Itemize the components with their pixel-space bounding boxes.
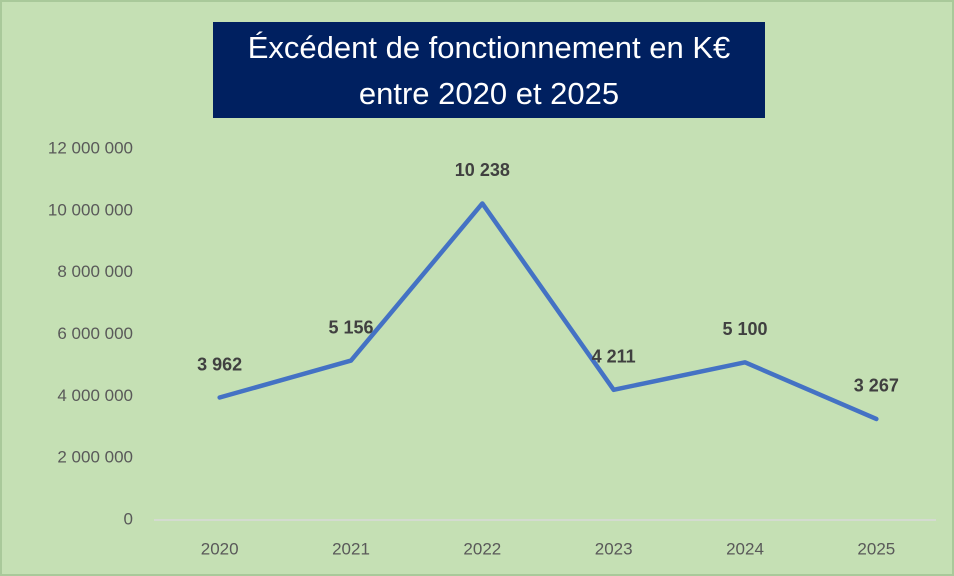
y-tick-label: 4 000 000 <box>57 386 133 405</box>
x-tick-label: 2023 <box>595 539 633 558</box>
x-tick-label: 2021 <box>332 539 370 558</box>
x-tick-label: 2020 <box>201 539 239 558</box>
title-box <box>213 22 765 118</box>
x-tick-label: 2025 <box>857 539 895 558</box>
chart-title: Éxcédent de fonctionnement en K€ <box>248 30 731 65</box>
data-label: 10 238 <box>455 160 510 180</box>
x-tick-label: 2022 <box>463 539 501 558</box>
data-label: 5 156 <box>328 317 373 337</box>
data-label: 5 100 <box>722 319 767 339</box>
y-tick-label: 8 000 000 <box>57 262 133 281</box>
data-line <box>217 201 879 422</box>
y-tick-label: 6 000 000 <box>57 324 133 343</box>
data-label: 3 267 <box>854 376 899 396</box>
data-label: 3 962 <box>197 354 242 374</box>
y-tick-label: 10 000 000 <box>48 200 133 219</box>
y-tick-label: 12 000 000 <box>48 138 133 157</box>
chart-title: entre 2020 et 2025 <box>359 76 619 111</box>
y-tick-label: 2 000 000 <box>57 448 133 467</box>
data-label: 4 211 <box>592 347 636 367</box>
x-tick-label: 2024 <box>726 539 764 558</box>
y-tick-label: 0 <box>124 509 133 528</box>
